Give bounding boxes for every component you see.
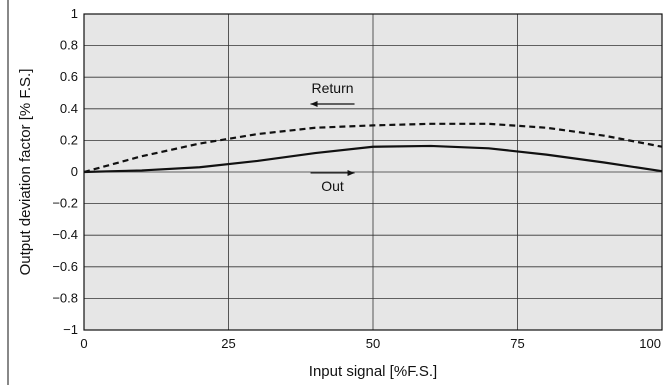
x-tick-label: 25 (221, 336, 235, 351)
x-tick-label: 50 (366, 336, 380, 351)
series-line-out (83, 144, 663, 174)
annotation-label-out: Out (321, 178, 344, 194)
y-tick-label: −0.8 (52, 290, 78, 305)
y-tick-label: 0.2 (60, 132, 78, 147)
series-line-return (83, 122, 663, 174)
annotation-label-return: Return (312, 80, 354, 96)
y-axis-label: Output deviation factor [% F.S.] (17, 69, 34, 276)
y-tick-label: 0.8 (60, 38, 78, 53)
series-lines (83, 122, 663, 174)
annotations: Return Out (310, 80, 355, 194)
x-axis-label: Input signal [%F.S.] (309, 363, 437, 380)
y-tick-label: 0 (71, 164, 78, 179)
y-tick-label: 1 (71, 6, 78, 21)
y-tick-label: −0.2 (52, 196, 78, 211)
y-tick-label: −0.6 (52, 259, 78, 274)
x-tick-label: 0 (80, 336, 87, 351)
arrow-head-right (347, 169, 355, 176)
y-tick-label: 0.4 (60, 101, 78, 116)
x-tick-label: 75 (510, 336, 524, 351)
plot-frame (83, 13, 663, 331)
y-tick-label: −1 (63, 322, 78, 337)
y-tick-label: −0.4 (52, 227, 78, 242)
x-tick-labels: 0 25 50 75 100 (80, 336, 661, 351)
y-tick-label: 0.6 (60, 69, 78, 84)
arrow-head-left (310, 101, 318, 107)
x-tick-label: 100 (639, 336, 661, 351)
y-tick-labels: 1 0.8 0.6 0.4 0.2 0 −0.2 −0.4 −0.6 −0.8 −1 (52, 6, 78, 337)
